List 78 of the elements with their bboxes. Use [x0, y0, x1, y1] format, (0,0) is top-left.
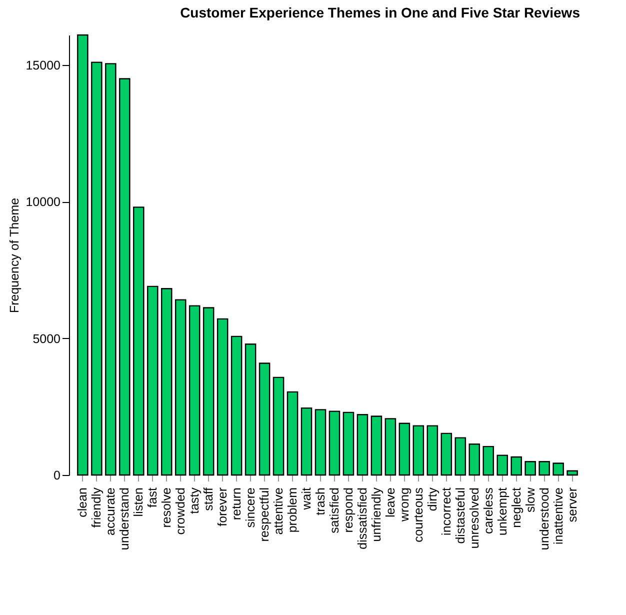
- bar: [510, 456, 522, 476]
- bar: [566, 470, 578, 476]
- x-tick-label: clean: [76, 487, 90, 518]
- x-tick-label: friendly: [90, 486, 104, 528]
- bar: [91, 62, 102, 476]
- bar: [426, 425, 438, 476]
- bar: [300, 407, 312, 476]
- x-tick-label: tasty: [188, 486, 202, 514]
- x-tick-label: unresolved: [467, 487, 482, 549]
- y-axis-title: Frequency of Theme: [8, 198, 22, 314]
- x-tick-label: staff: [202, 486, 216, 511]
- x-tick-label: courteous: [411, 488, 426, 542]
- x-tick-label: dirty: [425, 486, 440, 512]
- x-tick-label: understand: [118, 487, 132, 550]
- bar: [524, 461, 536, 476]
- x-tick-label: problem: [286, 488, 300, 533]
- chart-title: Customer Experience Themes in One and Five Star Reviews: [180, 4, 580, 20]
- bar: [160, 288, 172, 476]
- bar: [230, 336, 242, 476]
- bar: [538, 461, 550, 476]
- x-tick-label: unfriendly: [369, 486, 384, 542]
- bar: [342, 412, 354, 476]
- bar: [105, 63, 116, 476]
- x-tick-label: satisfied: [327, 487, 342, 534]
- x-tick-label: respond: [341, 487, 356, 533]
- bar: [188, 305, 200, 476]
- y-tick-label: 0: [54, 468, 61, 482]
- bar: [119, 78, 130, 476]
- x-tick-label: neglect: [509, 486, 524, 528]
- x-tick-label: careless: [481, 488, 496, 534]
- bar: [398, 422, 410, 476]
- x-tick-label: wrong: [397, 487, 412, 523]
- x-tick-label: slow: [523, 486, 538, 513]
- bar: [482, 446, 494, 476]
- bar: [370, 416, 382, 476]
- x-tick-label: return: [230, 487, 244, 520]
- x-tick-label: distasteful: [453, 488, 468, 544]
- x-tick-label: crowded: [174, 487, 188, 535]
- x-tick-label: sincere: [244, 487, 258, 528]
- x-tick-label: inattentive: [551, 487, 566, 544]
- x-tick-label: forever: [216, 488, 230, 526]
- bar: [77, 34, 88, 476]
- bar: [314, 409, 326, 476]
- bar: [272, 376, 284, 476]
- bar: [244, 343, 256, 476]
- x-tick-label: leave: [383, 487, 398, 518]
- bar: [258, 362, 270, 476]
- x-tick-label: attentive: [272, 487, 286, 535]
- y-tick-label: 10000: [26, 195, 61, 210]
- bar: [286, 391, 298, 476]
- x-tick-label: trash: [314, 487, 328, 516]
- bar: [384, 418, 396, 476]
- bar: [468, 444, 480, 476]
- bar: [328, 410, 340, 476]
- bar: [412, 425, 424, 476]
- bar: [440, 432, 452, 476]
- x-tick-label: resolve: [160, 487, 174, 528]
- x-tick-label: unkempt: [495, 486, 510, 536]
- x-tick-label: understood: [537, 487, 552, 550]
- x-tick-label: dissatisfied: [355, 487, 370, 550]
- bar: [552, 462, 564, 476]
- x-tick-label: listen: [132, 487, 146, 517]
- y-tick-label: 5000: [32, 332, 61, 346]
- bar: [454, 437, 466, 476]
- bar: [174, 299, 186, 476]
- x-tick-label: accurate: [104, 487, 118, 536]
- bar: [133, 206, 144, 476]
- bar: [202, 307, 214, 476]
- bar: [496, 454, 508, 476]
- x-tick-label: wait: [300, 486, 314, 511]
- bar: [216, 318, 228, 476]
- x-tick-label: incorrect: [439, 486, 454, 536]
- bar: [356, 414, 368, 476]
- x-tick-label: fast: [146, 486, 160, 508]
- y-tick-label: 15000: [26, 58, 61, 73]
- x-tick-label: server: [565, 488, 580, 522]
- x-tick-label: respectful: [258, 488, 272, 542]
- bar: [147, 286, 158, 476]
